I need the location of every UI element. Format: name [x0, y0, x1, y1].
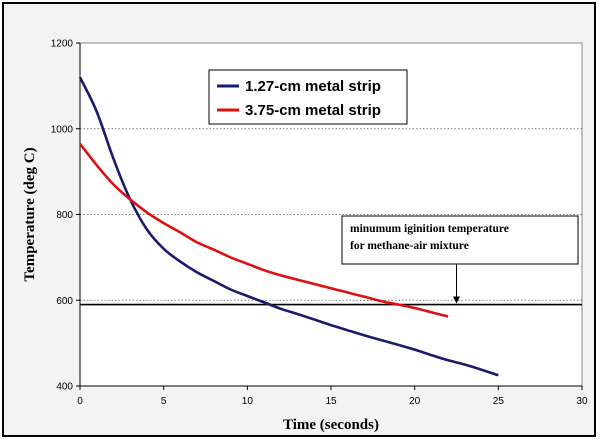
x-tick-label: 25: [493, 396, 505, 407]
x-tick-label: 5: [161, 396, 167, 407]
annotation-line-2: for methane-air mixture: [350, 240, 469, 252]
x-tick-label: 10: [242, 396, 254, 407]
annotation-line-1: minumum iginition temperature: [350, 223, 509, 235]
x-tick-label: 20: [409, 396, 421, 407]
y-tick-label: 1200: [51, 39, 74, 50]
chart-frame: 400 600 800 1000 1200 0 5 10 15 20 25 30 1.27-cm met…: [2, 2, 596, 437]
line-chart: 400 600 800 1000 1200 0 5 10 15 20 25 30 1.27-cm met…: [4, 4, 594, 435]
y-tick-label: 600: [56, 296, 73, 307]
x-tick-label: 0: [77, 396, 83, 407]
y-tick-label: 800: [56, 210, 73, 221]
x-tick-label: 15: [325, 396, 337, 407]
y-axis-title: Temperature (deg C): [22, 147, 38, 281]
x-tick-label: 30: [576, 396, 588, 407]
legend-label-1: 1.27-cm metal strip: [245, 78, 381, 95]
legend-label-2: 3.75-cm metal strip: [245, 102, 381, 119]
y-tick-label: 1000: [51, 124, 74, 135]
y-tick-label: 400: [56, 382, 73, 393]
x-axis-title: Time (seconds): [283, 417, 379, 433]
